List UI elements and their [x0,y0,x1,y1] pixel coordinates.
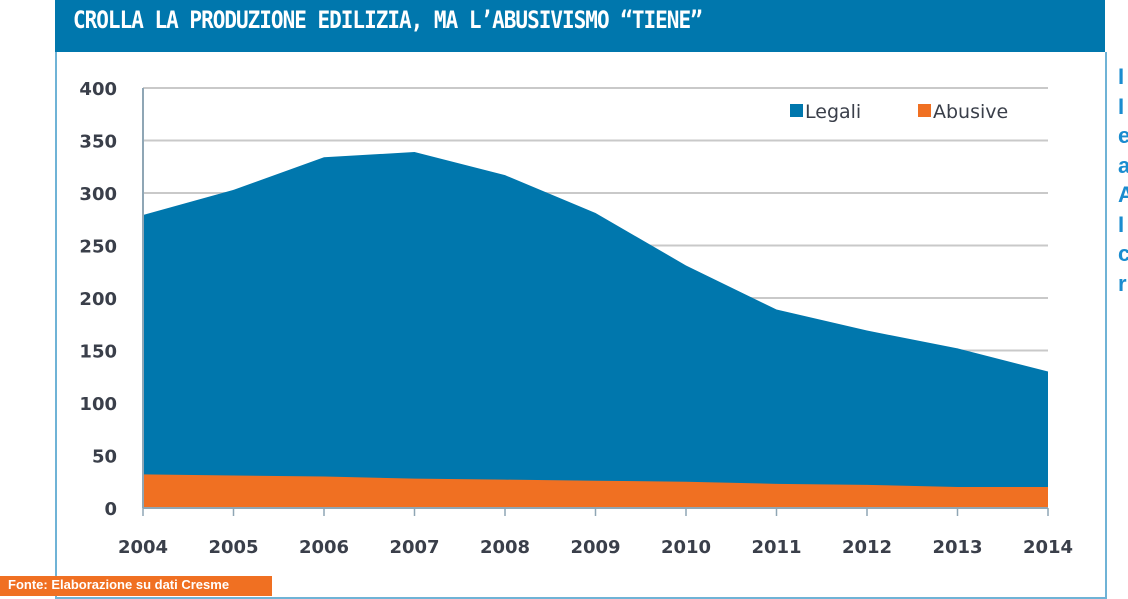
y-tick-label: 100 [79,394,117,415]
x-tick-label: 2007 [389,537,439,558]
y-tick-label: 50 [92,447,117,468]
legend-label-abusive: Abusive [933,101,1008,123]
y-tick-label: 350 [79,132,117,153]
legend-label-legali: Legali [805,101,861,123]
x-tick-label: 2010 [661,537,711,558]
y-tick-label: 250 [79,237,117,258]
side-text-line: I [1118,92,1128,122]
y-tick-label: 400 [79,79,117,100]
side-text-line: a [1118,151,1128,181]
x-tick-label: 2006 [299,537,349,558]
x-tick-label: 2009 [570,537,620,558]
y-tick-label: 200 [79,289,117,310]
legend-swatch-legali [790,104,803,117]
x-tick-label: 2011 [751,537,801,558]
x-tick-label: 2005 [208,537,258,558]
side-text-line: I [1118,62,1128,92]
y-tick-label: 150 [79,342,117,363]
y-tick-label: 0 [104,499,117,520]
side-text-line: A [1118,180,1128,210]
x-tick-label: 2008 [480,537,530,558]
source-label: Fonte: Elaborazione su dati Cresme [0,576,272,596]
side-text-line: c [1118,239,1128,269]
y-tick-label: 300 [79,184,117,205]
x-tick-label: 2014 [1023,537,1073,558]
x-tick-label: 2013 [932,537,982,558]
side-text-line: e [1118,121,1128,151]
side-text-line: I [1118,210,1128,240]
x-tick-label: 2004 [118,537,168,558]
side-text-line: r [1118,269,1128,299]
area-legali [143,152,1048,508]
legend-swatch-abusive [918,104,931,117]
x-tick-label: 2012 [842,537,892,558]
